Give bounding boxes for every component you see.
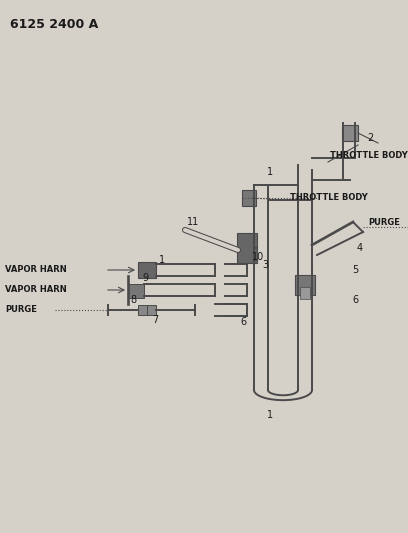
Text: 1: 1 — [267, 167, 273, 177]
Text: 1: 1 — [159, 255, 165, 265]
Bar — [237, 233, 257, 263]
Text: 9: 9 — [142, 273, 148, 283]
Bar — [128, 284, 144, 298]
Text: VAPOR HARN: VAPOR HARN — [5, 265, 67, 274]
Text: 1: 1 — [267, 410, 273, 420]
Text: PURGE: PURGE — [368, 218, 400, 227]
Text: 6125 2400 A: 6125 2400 A — [10, 18, 98, 31]
Text: VAPOR HARN: VAPOR HARN — [5, 286, 67, 295]
Bar — [342, 125, 358, 141]
Text: 2: 2 — [367, 133, 373, 143]
Bar — [300, 287, 310, 299]
Text: 3: 3 — [262, 260, 268, 270]
Text: PURGE: PURGE — [5, 305, 37, 314]
Text: 4: 4 — [357, 243, 363, 253]
Bar — [147, 305, 156, 315]
Bar — [138, 305, 147, 315]
Text: 5: 5 — [352, 265, 358, 275]
Text: 6: 6 — [240, 317, 246, 327]
Text: 6: 6 — [352, 295, 358, 305]
Bar — [138, 262, 156, 278]
Text: 7: 7 — [152, 315, 158, 325]
Text: THROTTLE BODY: THROTTLE BODY — [330, 151, 408, 160]
Text: 11: 11 — [187, 217, 199, 227]
Text: 8: 8 — [130, 295, 136, 305]
Bar — [295, 275, 315, 295]
Bar — [242, 190, 256, 206]
Text: THROTTLE BODY: THROTTLE BODY — [290, 193, 368, 202]
Text: 10: 10 — [252, 252, 264, 262]
